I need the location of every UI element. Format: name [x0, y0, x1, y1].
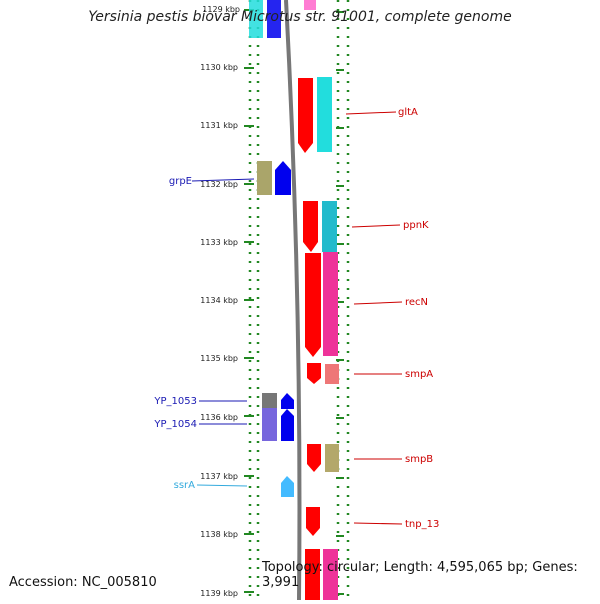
- gene-yp1053-arrow: [281, 393, 294, 409]
- tick-label: 1131 kbp: [200, 121, 238, 130]
- gene-recN-arrow: [305, 253, 321, 357]
- tick-label: 1129 kbp: [202, 5, 240, 14]
- gene-grpE-arrow: [275, 161, 291, 195]
- tick-label: 1135 kbp: [200, 354, 238, 363]
- topology-summary: Topology: circular; Length: 4,595,065 bp…: [262, 560, 578, 590]
- gene-label-ssrA: ssrA: [174, 480, 196, 491]
- gene-yp1054-arrow: [281, 409, 294, 441]
- tick-label: 1138 kbp: [200, 530, 238, 539]
- map-title: Yersinia pestis biovar Microtus str. 910…: [88, 9, 512, 25]
- accession-text: Accession: NC_005810: [9, 575, 157, 590]
- top-genes: [249, 0, 316, 38]
- gene-label-smpA: smpA: [405, 369, 433, 380]
- gene-label-yp1053: YP_1053: [153, 396, 197, 407]
- label-connectors-right: [345, 111, 403, 525]
- tick-label: 1136 kbp: [200, 413, 238, 422]
- tick-label: 1130 kbp: [200, 63, 238, 72]
- gene-gltA-arrow: [298, 78, 313, 153]
- gene-labels-left: grpE YP_1053 YP_1054 ssrA: [153, 176, 197, 491]
- gene-label-gltA: gltA: [398, 107, 418, 118]
- gene-label-recN: recN: [405, 297, 428, 308]
- tick-label: 1137 kbp: [200, 472, 238, 481]
- gene-label-smpB: smpB: [405, 454, 433, 465]
- tick-label: 1134 kbp: [200, 296, 238, 305]
- forward-cds: [298, 78, 321, 600]
- gene-smpB-arrow: [307, 444, 321, 472]
- outer-track-blocks: [317, 77, 339, 600]
- gene-yp1053-block: [262, 393, 277, 408]
- gene-smpA-arrow: [307, 363, 321, 384]
- gene-labels-right: gltA ppnK recN smpA smpB tnp_13: [398, 107, 439, 530]
- reverse-cds: [257, 161, 294, 497]
- gene-yp1054-block: [262, 408, 277, 441]
- gene-bottom-red: [305, 549, 320, 600]
- gene-label-yp1054: YP_1054: [153, 419, 197, 430]
- genome-backbone: [284, 0, 302, 601]
- gene-ppnK-arrow: [303, 201, 318, 252]
- label-connectors-left: [191, 178, 255, 487]
- tick-label: 1139 kbp: [200, 589, 238, 598]
- tick-labels: 1129 kbp 1130 kbp 1131 kbp 1132 kbp 1133…: [200, 5, 240, 598]
- gene-label-ppnK: ppnK: [403, 220, 429, 231]
- gene-grpE-block: [257, 161, 272, 195]
- tick-label: 1133 kbp: [200, 238, 238, 247]
- dotted-rails: [248, 0, 350, 600]
- gene-label-grpE: grpE: [169, 176, 192, 187]
- gene-ssrA-arrow: [281, 476, 294, 497]
- gene-label-tnp13: tnp_13: [405, 519, 439, 530]
- gene-tnp13-arrow: [306, 507, 320, 536]
- tick-label: 1132 kbp: [200, 180, 238, 189]
